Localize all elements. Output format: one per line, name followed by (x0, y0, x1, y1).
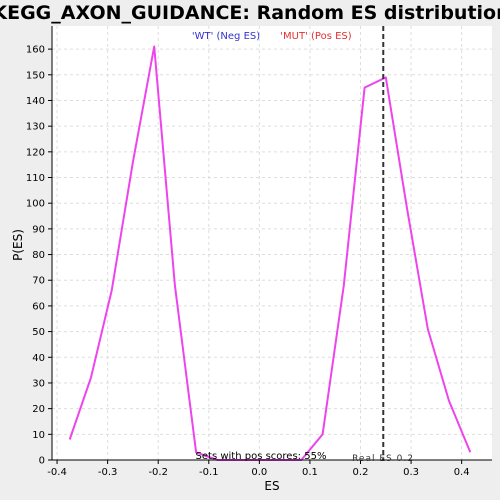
x-tick-label: 0.0 (251, 467, 267, 478)
y-tick-label: 10 (32, 430, 45, 441)
y-tick-label: 50 (32, 327, 45, 338)
y-tick-label: 70 (32, 276, 45, 287)
y-ticks: 0 10 20 30 40 50 60 70 80 90 100 110 120 130 140 150 160 (26, 45, 52, 467)
y-tick-label: 40 (32, 353, 45, 364)
grid-lines (52, 26, 492, 461)
x-ticks: -0.4 -0.3 -0.2 -0.1 0.0 0.1 0.2 0.3 0.4 (47, 460, 470, 478)
legend-entry-mut: 'MUT' (Pos ES) (280, 31, 351, 42)
x-axis-label: ES (264, 479, 279, 493)
y-tick-label: 100 (26, 199, 45, 210)
x-tick-label: -0.4 (47, 467, 67, 478)
y-axis-label: P(ES) (11, 229, 25, 261)
y-tick-label: 120 (26, 147, 45, 158)
axes (51, 26, 492, 461)
pos-scores-annotation: Sets with pos scores: 55% (196, 451, 327, 462)
y-tick-label: 80 (32, 250, 45, 261)
legend-entry-wt: 'WT' (Neg ES) (192, 31, 260, 42)
y-tick-label: 90 (32, 224, 45, 235)
y-tick-label: 30 (32, 378, 45, 389)
x-tick-label: 0.3 (403, 467, 419, 478)
x-tick-label: -0.3 (98, 467, 118, 478)
y-tick-label: 160 (26, 45, 45, 56)
x-tick-label: -0.2 (148, 467, 168, 478)
y-tick-label: 0 (39, 456, 45, 467)
x-tick-label: 0.4 (454, 467, 470, 478)
y-tick-label: 20 (32, 404, 45, 415)
x-tick-label: 0.2 (353, 467, 369, 478)
chart-title: KEGG_AXON_GUIDANCE: Random ES distributi… (0, 2, 500, 24)
x-tick-label: -0.1 (199, 467, 219, 478)
y-tick-label: 60 (32, 301, 45, 312)
real-es-label: Real ES 0.2 (352, 454, 414, 464)
plot-area (52, 26, 492, 460)
y-tick-label: 110 (26, 173, 45, 184)
y-tick-label: 150 (26, 70, 45, 81)
x-tick-label: 0.1 (302, 467, 318, 478)
y-tick-label: 140 (26, 96, 45, 107)
y-tick-label: 130 (26, 122, 45, 133)
